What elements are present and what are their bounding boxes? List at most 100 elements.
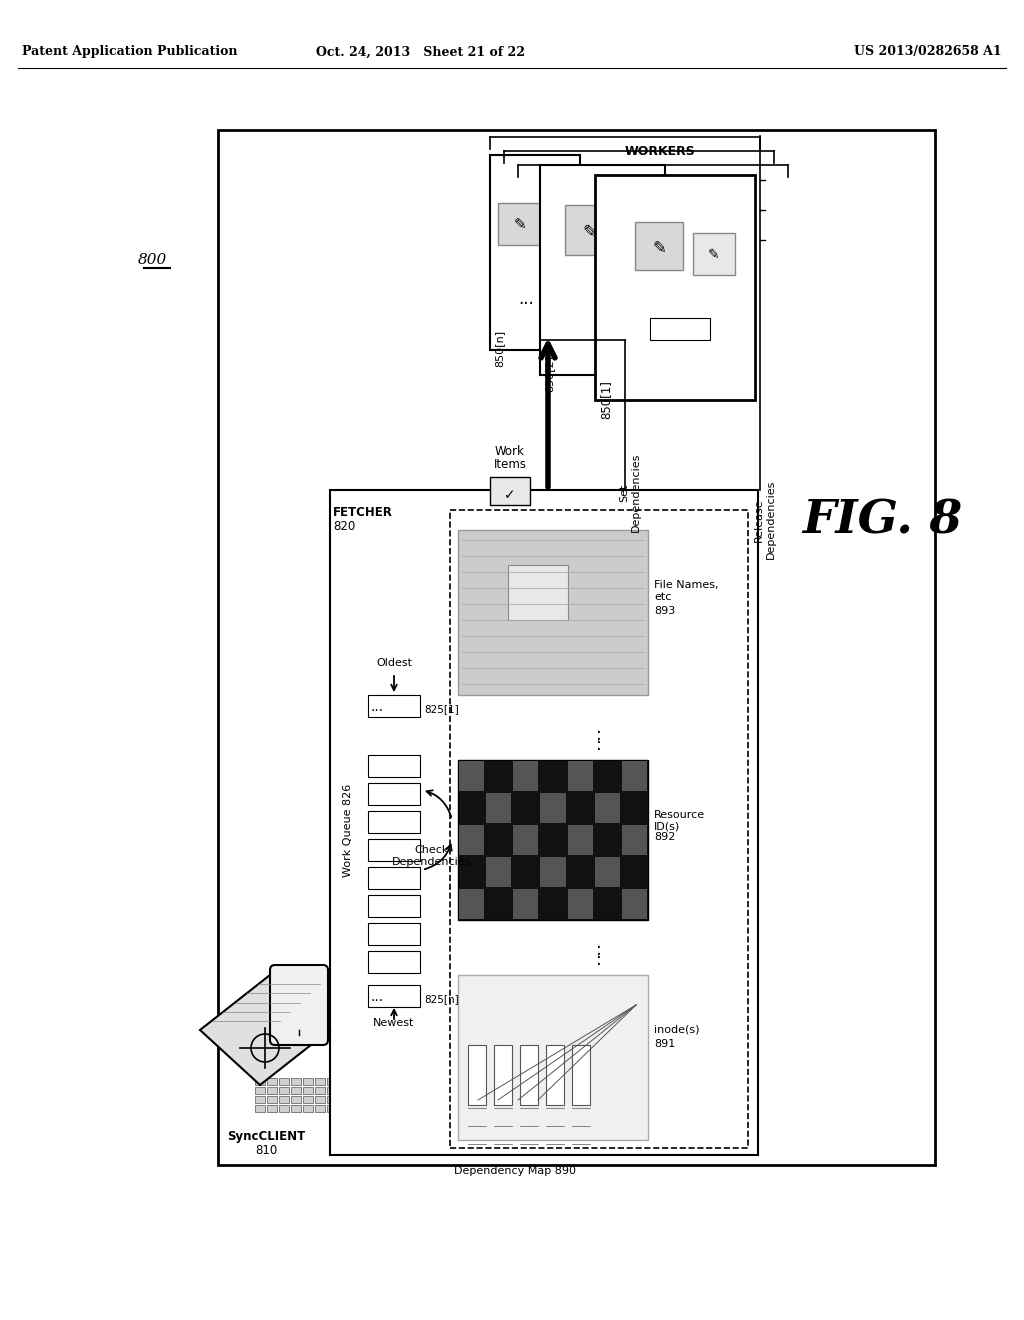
Bar	[595, 176, 755, 400]
Bar	[622, 825, 647, 855]
Bar	[595, 762, 620, 791]
Bar	[595, 888, 620, 919]
Bar	[255, 1078, 265, 1085]
Bar	[368, 867, 420, 888]
Bar	[351, 1105, 361, 1111]
Bar	[458, 760, 648, 920]
Text: ...: ...	[518, 290, 534, 308]
Text: 850[2]: 850[2]	[544, 355, 554, 392]
Bar	[450, 510, 748, 1148]
Text: ✎: ✎	[709, 248, 720, 261]
Text: Resource
ID(s): Resource ID(s)	[654, 810, 706, 832]
Bar	[267, 1096, 278, 1104]
Bar	[513, 825, 539, 855]
Bar	[459, 857, 484, 887]
Text: Items: Items	[494, 458, 526, 471]
Bar	[693, 234, 735, 275]
Bar	[291, 1078, 301, 1085]
Bar	[513, 857, 539, 887]
Bar	[368, 696, 420, 717]
Bar	[622, 888, 647, 919]
Bar	[368, 895, 420, 917]
Bar	[513, 793, 539, 822]
Bar	[368, 783, 420, 805]
Bar	[622, 762, 647, 791]
Bar	[567, 762, 593, 791]
Bar	[255, 1105, 265, 1111]
Bar	[351, 1096, 361, 1104]
Bar	[486, 793, 511, 822]
Text: Check
Dependencies: Check Dependencies	[392, 845, 472, 867]
Bar	[541, 857, 565, 887]
Text: Release
Dependencies: Release Dependencies	[755, 480, 776, 560]
Bar	[303, 1096, 313, 1104]
Bar	[315, 1105, 325, 1111]
Bar	[279, 1078, 289, 1085]
Bar	[303, 1105, 313, 1111]
Bar	[315, 1086, 325, 1094]
Text: 850[1]: 850[1]	[599, 380, 612, 418]
Bar	[513, 888, 539, 919]
Text: Oct. 24, 2013   Sheet 21 of 22: Oct. 24, 2013 Sheet 21 of 22	[315, 45, 524, 58]
Text: Dependency Map 890: Dependency Map 890	[454, 1166, 575, 1176]
FancyBboxPatch shape	[270, 965, 328, 1045]
Bar	[368, 950, 420, 973]
Bar	[490, 477, 530, 506]
Bar	[327, 1086, 337, 1094]
Bar	[541, 888, 565, 919]
Bar	[486, 825, 511, 855]
Bar	[459, 793, 484, 822]
Text: ✎: ✎	[583, 224, 598, 242]
Text: Oldest: Oldest	[376, 657, 412, 668]
Text: Patent Application Publication: Patent Application Publication	[22, 45, 238, 58]
Bar	[595, 825, 620, 855]
Bar	[567, 857, 593, 887]
Text: 825[1]: 825[1]	[424, 704, 459, 714]
Text: Newest: Newest	[374, 1018, 415, 1028]
Text: Work: Work	[495, 445, 525, 458]
Bar	[327, 1096, 337, 1104]
Text: :: :	[596, 941, 602, 960]
Text: Set
Dependencies: Set Dependencies	[620, 453, 641, 532]
Bar	[330, 490, 758, 1155]
Text: ✓: ✓	[504, 488, 516, 502]
Bar	[567, 825, 593, 855]
Bar	[368, 755, 420, 777]
Bar	[351, 1086, 361, 1094]
Bar	[279, 1086, 289, 1094]
Bar	[291, 1096, 301, 1104]
Bar	[339, 1086, 349, 1094]
Bar	[267, 1105, 278, 1111]
Bar	[635, 222, 683, 271]
Bar	[572, 1045, 590, 1105]
Bar	[339, 1096, 349, 1104]
Bar	[327, 1105, 337, 1111]
Text: 850[n]: 850[n]	[494, 330, 504, 367]
Bar	[520, 1045, 538, 1105]
Text: :: :	[596, 950, 602, 969]
Bar	[498, 203, 543, 246]
Bar	[486, 888, 511, 919]
Bar	[339, 1078, 349, 1085]
Bar	[541, 762, 565, 791]
Text: SyncCLIENT: SyncCLIENT	[227, 1130, 305, 1143]
Bar	[315, 1078, 325, 1085]
Bar	[595, 857, 620, 887]
Bar	[459, 888, 484, 919]
Bar	[541, 825, 565, 855]
Bar	[368, 840, 420, 861]
Bar	[650, 318, 710, 341]
Bar	[368, 923, 420, 945]
Bar	[565, 205, 615, 255]
Bar	[291, 1105, 301, 1111]
Text: 810: 810	[255, 1144, 278, 1158]
Text: FIG. 8: FIG. 8	[802, 498, 963, 543]
Bar	[218, 129, 935, 1166]
Text: 825[n]: 825[n]	[424, 994, 459, 1005]
Bar	[458, 531, 648, 696]
Bar	[303, 1086, 313, 1094]
Bar	[279, 1096, 289, 1104]
Bar	[595, 793, 620, 822]
Text: WORKERS: WORKERS	[625, 145, 695, 158]
Bar	[327, 1078, 337, 1085]
